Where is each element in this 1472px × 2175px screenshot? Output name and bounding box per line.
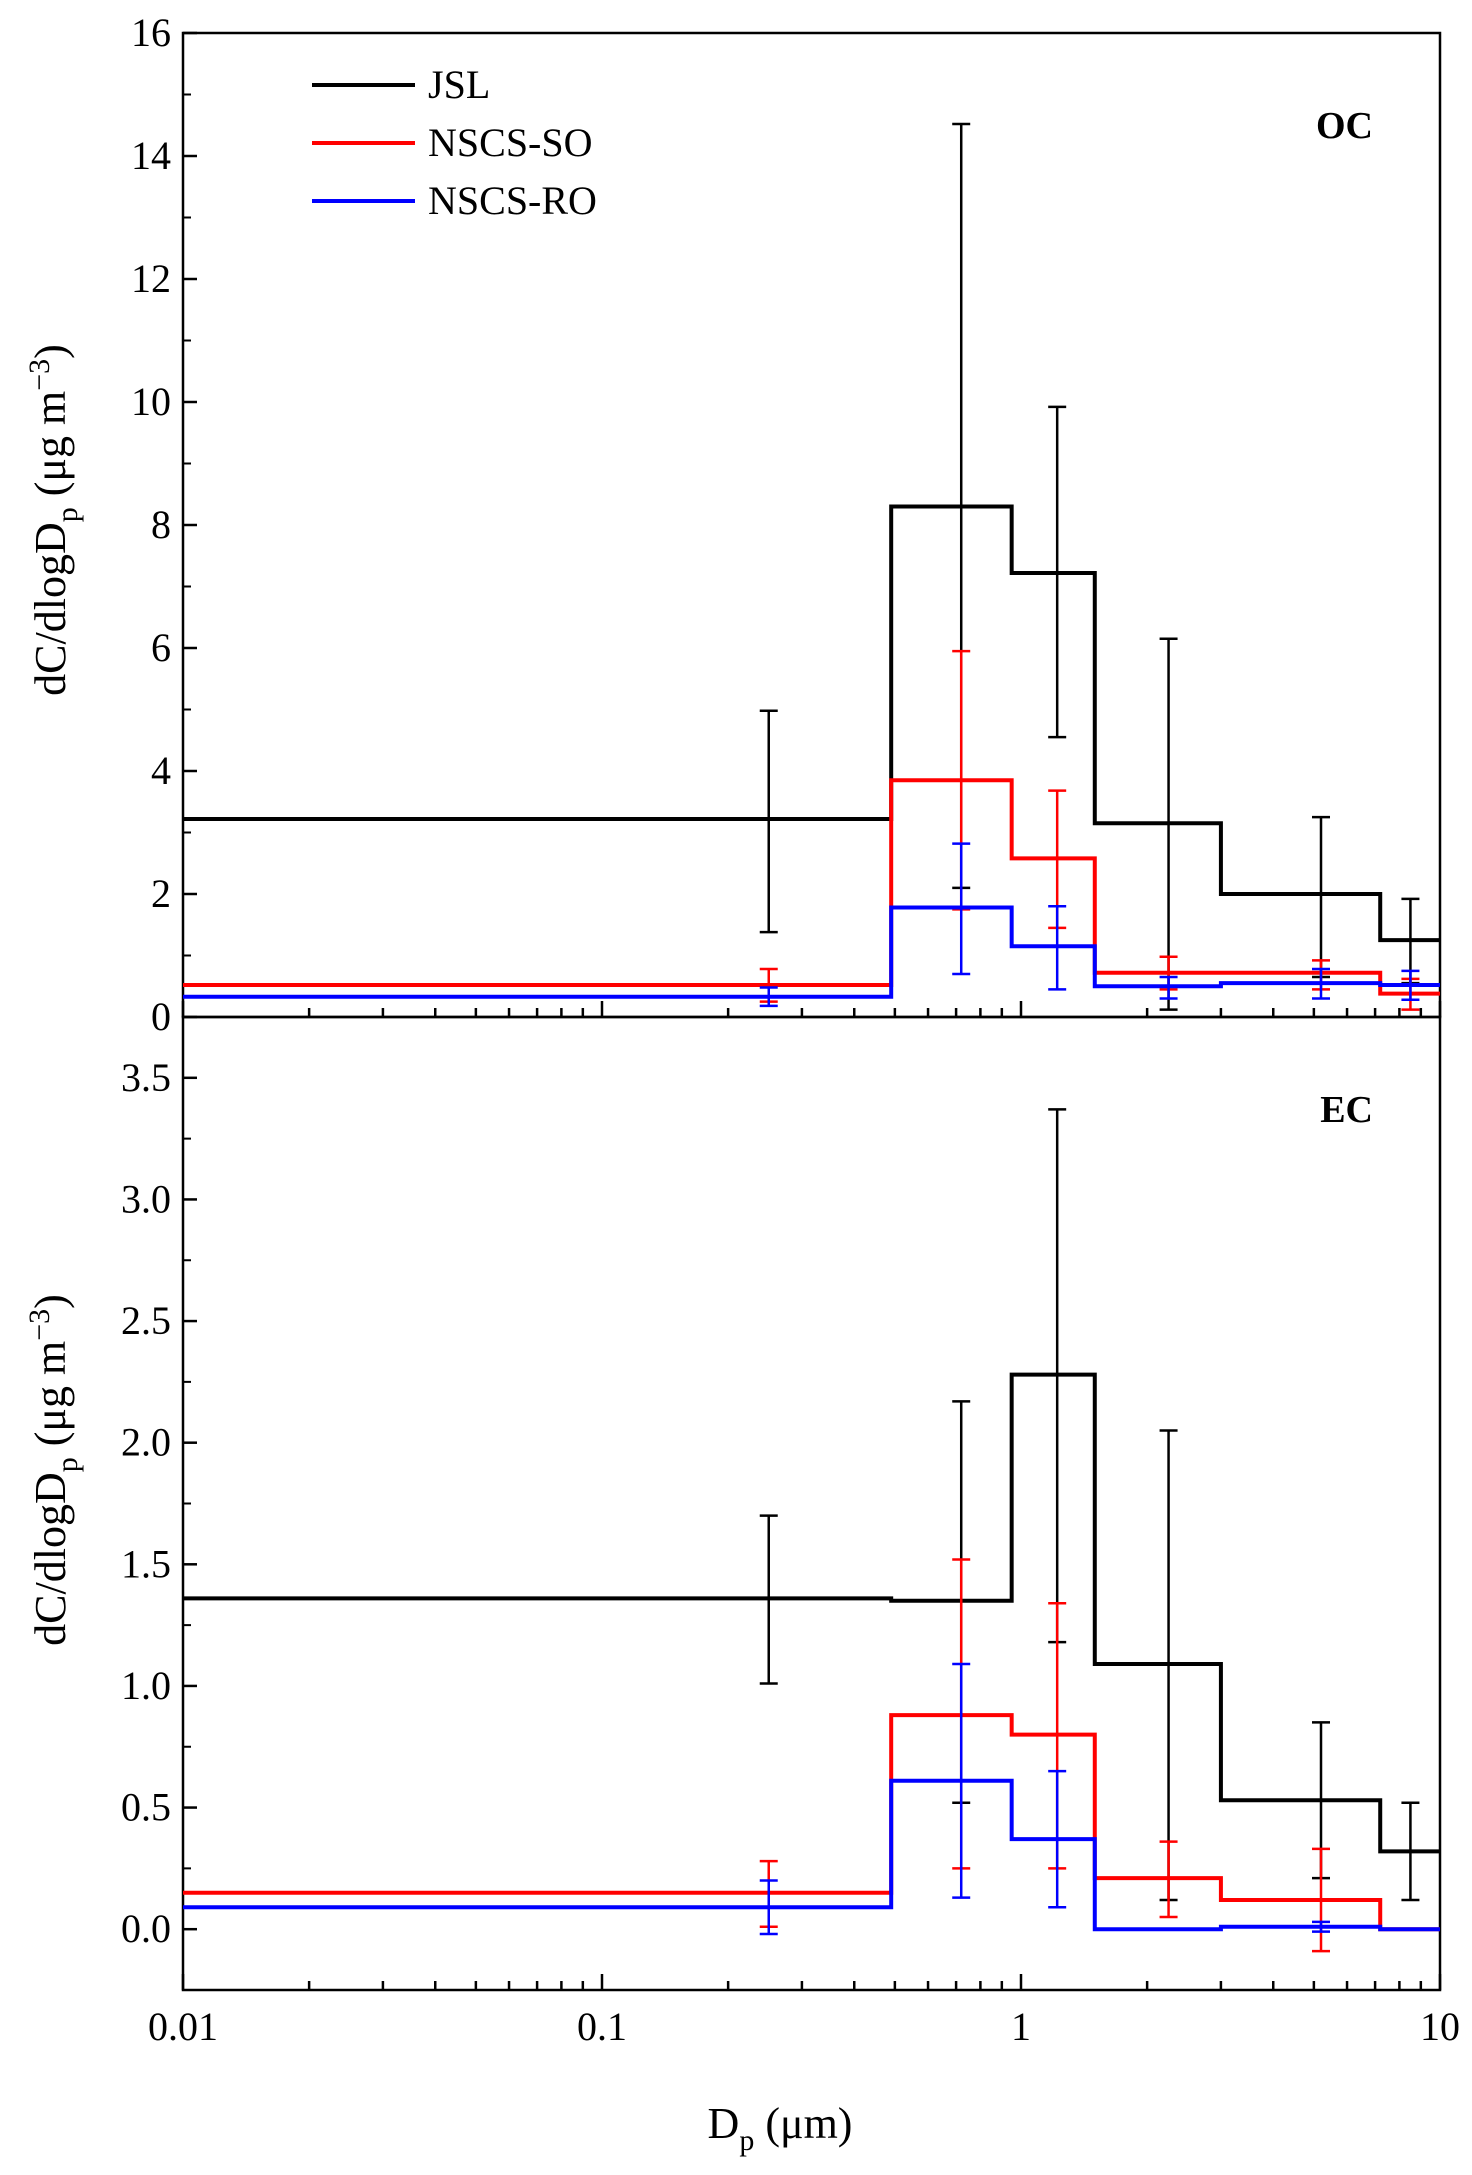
oc-y-tick-label: 0: [151, 994, 171, 1039]
ec-y-axis-title: dC/dlogDp (μg m−3): [23, 1294, 84, 1646]
oc-errorbar-nscs-ro: [1048, 905, 1067, 991]
legend-label-nscs-ro: NSCS-RO: [428, 178, 597, 223]
oc-errorbar-jsl: [1048, 405, 1067, 739]
oc-y-tick-label: 4: [151, 748, 171, 793]
oc-errorbar-nscs-ro: [1401, 969, 1420, 1002]
oc-y-title-main: dC/dlogD: [26, 522, 75, 696]
ec-y-title-unit-open: (μg m: [26, 1341, 75, 1457]
ec-y-tick-label: 3.5: [121, 1055, 171, 1100]
ec-y-title-unit-sup: −3: [23, 1309, 56, 1341]
ec-errorbar-nscs-ro: [1048, 1769, 1067, 1909]
ec-x-tick-label: 0.1: [577, 2004, 627, 2049]
ec-x-tick-label: 1: [1011, 2004, 1031, 2049]
x-axis-title-unit: (μm): [754, 2099, 852, 2148]
ec-errorbar-nscs-ro: [759, 1879, 778, 1936]
svg-text:dC/dlogDp (μg m−3): dC/dlogDp (μg m−3): [23, 1294, 84, 1646]
ec-series-nscs-ro: [183, 1778, 1440, 1932]
oc-plot-frame: [181, 31, 1442, 1019]
ec-series-jsl: [183, 1372, 1440, 1854]
oc-errorbar-nscs-ro: [1312, 967, 1331, 1000]
oc-series-nscs-so: [183, 778, 1440, 996]
oc-panel-label: OC: [1316, 105, 1373, 147]
oc-errorbar-jsl: [1312, 815, 1331, 979]
oc-y-axis-title: dC/dlogDp (μg m−3): [23, 344, 84, 696]
ec-panel-label: EC: [1320, 1089, 1373, 1131]
oc-errorbar-nscs-ro: [1159, 975, 1178, 1000]
oc-y-title-unit-sup: −3: [23, 359, 56, 391]
ec-errorbar-nscs-so: [1312, 1847, 1331, 1953]
oc-y-tick-label: 2: [151, 871, 171, 916]
oc-y-tick-label: 12: [131, 256, 171, 301]
x-axis-title-main: D: [708, 2099, 740, 2148]
oc-y-title-unit-close: ): [26, 344, 75, 359]
ec-x-tick-label: 10: [1420, 2004, 1460, 2049]
ec-errorbar-nscs-ro: [1312, 1920, 1331, 1933]
ec-y-title-main: dC/dlogD: [26, 1472, 75, 1646]
ec-y-tick-label: 0.0: [121, 1906, 171, 1951]
legend: JSL NSCS-SO NSCS-RO: [312, 62, 597, 223]
oc-errorbar-jsl: [1159, 637, 1178, 1011]
oc-errorbar-nscs-ro: [952, 842, 971, 976]
ec-y-title-sub: p: [51, 1457, 84, 1472]
ec-y-title-unit-close: ): [26, 1294, 75, 1309]
svg-text:Dp (μm): Dp (μm): [708, 2099, 853, 2157]
ec-y-tick-label: 3.0: [121, 1176, 171, 1221]
legend-label-nscs-so: NSCS-SO: [428, 120, 593, 165]
ec-plot-frame: [181, 1015, 1442, 1992]
oc-y-tick-label: 6: [151, 625, 171, 670]
ec-errorbar-jsl: [1401, 1801, 1420, 1902]
ec-errorbar-jsl: [759, 1514, 778, 1685]
ec-y-tick-label: 1.5: [121, 1541, 171, 1586]
ec-series-nscs-so: [183, 1713, 1440, 1932]
oc-series-nscs-ro: [183, 905, 1440, 999]
ec-y-tick-label: 1.0: [121, 1663, 171, 1708]
ec-errorbar-nscs-so: [1159, 1840, 1178, 1919]
oc-y-tick-label: 10: [131, 379, 171, 424]
ec-errorbar-nscs-ro: [952, 1662, 971, 1899]
oc-y-title-sub: p: [51, 507, 84, 522]
ec-y-tick-label: 2.0: [121, 1420, 171, 1465]
ec-y-tick-label: 2.5: [121, 1298, 171, 1343]
ec-panel: 0.0 0.5 1.0 1.5 2.0 2.5 3.0 3.5 0.01 0.1 1 10 EC: [121, 1015, 1460, 2049]
oc-y-tick-label: 16: [131, 10, 171, 55]
oc-y-tick-label: 8: [151, 502, 171, 547]
oc-errorbar-nscs-ro: [759, 986, 778, 1008]
legend-label-jsl: JSL: [428, 62, 490, 107]
oc-series-jsl: [183, 504, 1440, 943]
ec-y-tick-label: 0.5: [121, 1785, 171, 1830]
ec-x-tick-label: 0.01: [148, 2004, 218, 2049]
x-axis-title-sub: p: [739, 2124, 754, 2157]
oc-panel: 0 2 4 6 8 10 12 14 16 OC: [131, 10, 1442, 1039]
svg-text:dC/dlogDp (μg m−3): dC/dlogDp (μg m−3): [23, 344, 84, 696]
x-axis-title: Dp (μm): [708, 2099, 853, 2157]
oc-errorbar-jsl: [759, 709, 778, 934]
oc-y-title-unit-open: (μg m: [26, 391, 75, 507]
oc-y-tick-label: 14: [131, 133, 171, 178]
